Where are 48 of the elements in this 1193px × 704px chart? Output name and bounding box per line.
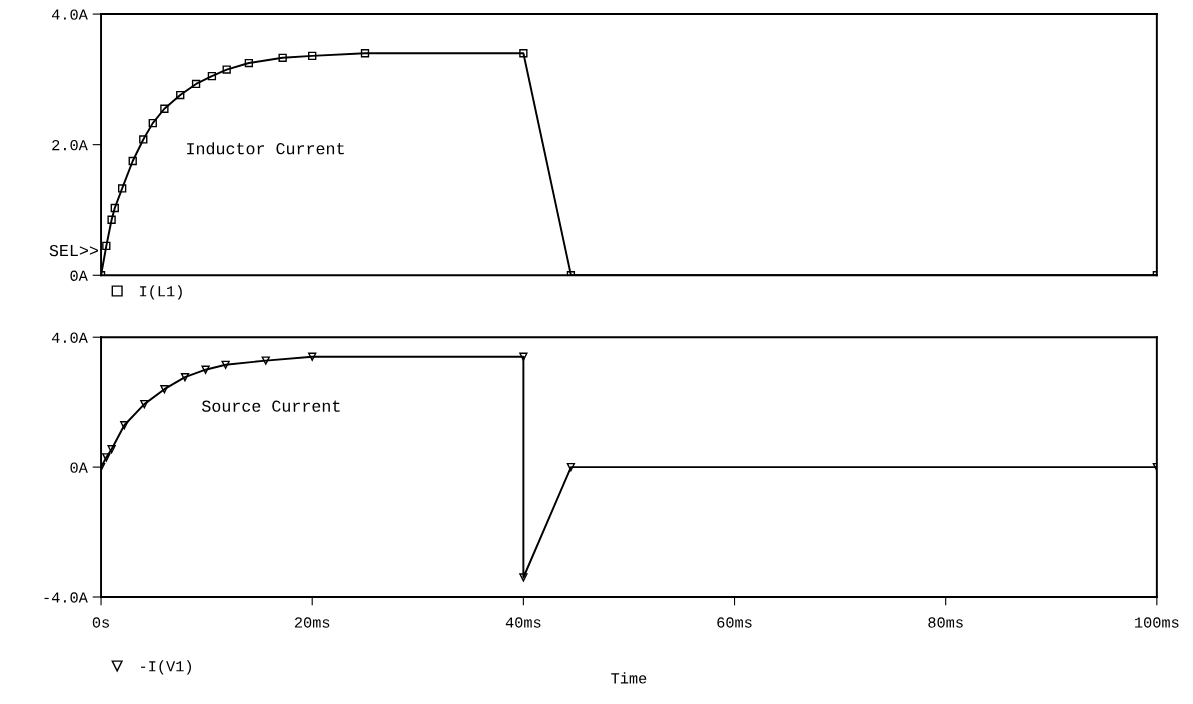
x-tick-label: 20ms	[294, 617, 330, 628]
point	[261, 356, 270, 365]
x-tick-label: 60ms	[717, 617, 752, 628]
point	[139, 135, 148, 144]
legend-label: I(L1)	[140, 285, 182, 300]
point	[102, 241, 111, 251]
point	[176, 90, 185, 100]
point	[360, 49, 370, 58]
legend-label: -I(V1)	[141, 660, 191, 675]
x-tick-label: 40ms	[505, 617, 541, 628]
annotation: Source Current	[201, 400, 340, 412]
point	[110, 203, 119, 213]
y-tick-label: 4.0A	[51, 332, 88, 343]
point	[308, 51, 317, 61]
y-tick-label: 2.0A	[52, 139, 88, 151]
point	[201, 365, 210, 374]
point	[191, 79, 201, 89]
point	[244, 58, 254, 68]
point	[566, 462, 576, 472]
y-tick-label: 4.0A	[51, 9, 88, 20]
point	[221, 360, 230, 369]
point	[278, 53, 287, 62]
point	[222, 65, 231, 74]
text: SEL>>	[49, 244, 98, 257]
point	[140, 399, 149, 409]
y-tick-label: -4.0A	[44, 592, 88, 603]
x-tick-label: 80ms	[928, 617, 963, 628]
x-axis-title: Time	[611, 672, 647, 684]
x-tick-label: 0s	[92, 617, 109, 628]
annotation: Inductor Current	[187, 142, 344, 155]
point	[128, 156, 137, 166]
point	[148, 118, 157, 128]
x-tick-label: 100ms	[1135, 617, 1179, 628]
point	[102, 453, 111, 462]
point	[519, 352, 528, 361]
point	[519, 573, 528, 582]
point	[180, 372, 190, 382]
point	[107, 445, 116, 454]
y-tick-label: 0A	[70, 462, 88, 473]
point	[117, 184, 127, 193]
point	[160, 385, 169, 394]
y-tick-label: 0A	[70, 270, 88, 281]
point	[107, 215, 116, 224]
point	[160, 104, 169, 113]
point	[308, 352, 317, 361]
point	[120, 421, 129, 430]
point	[519, 49, 528, 58]
point	[207, 71, 217, 81]
